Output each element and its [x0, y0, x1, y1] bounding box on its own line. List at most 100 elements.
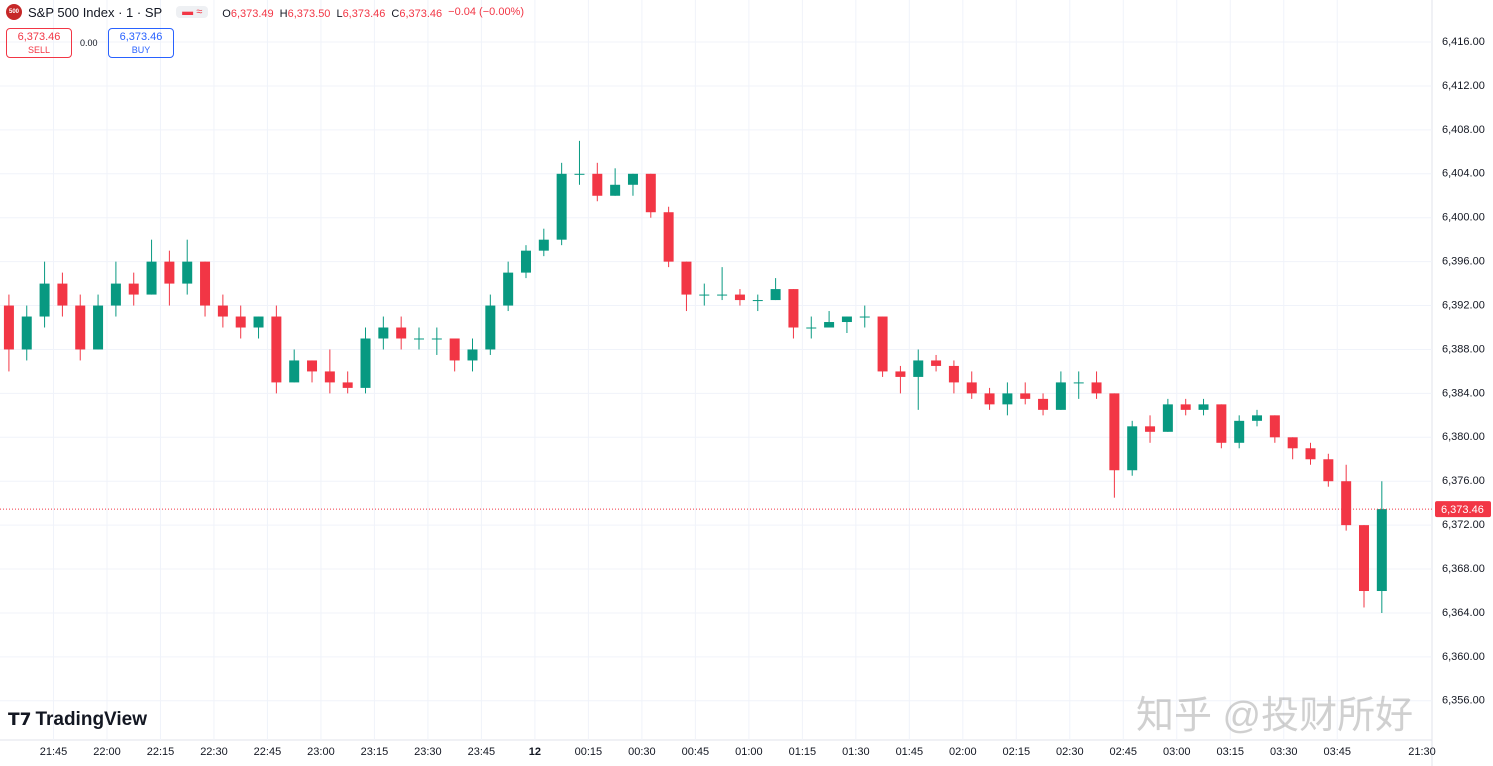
x-tick-label: 02:30 — [1056, 746, 1084, 758]
candle-body — [324, 371, 335, 383]
y-tick-label: 6,392.00 — [1442, 299, 1485, 311]
candle — [1252, 409, 1263, 427]
candle — [984, 387, 995, 410]
candle-body — [289, 360, 300, 383]
candle — [841, 316, 852, 333]
candle-body — [396, 327, 407, 339]
candle-body — [93, 305, 104, 350]
buy-button[interactable]: 6,373.46 BUY — [108, 28, 174, 58]
candle — [1038, 393, 1049, 416]
candle-body — [271, 316, 282, 383]
candle — [610, 168, 621, 196]
candle-body — [1162, 404, 1173, 432]
candle — [645, 173, 656, 218]
candle — [1305, 442, 1316, 465]
candle-body — [3, 305, 14, 350]
buy-label: BUY — [131, 45, 151, 55]
candle — [449, 338, 460, 372]
x-tick-label: 00:45 — [682, 746, 710, 758]
candle — [1145, 415, 1156, 443]
ohlc-value: 6,373.46 — [399, 7, 443, 20]
y-tick-label: 6,412.00 — [1442, 80, 1485, 92]
candle — [717, 267, 728, 301]
candle-body — [182, 261, 193, 284]
candle — [1002, 382, 1013, 416]
candle — [128, 272, 139, 306]
candle-body — [752, 300, 763, 302]
toggle[interactable]: ▬ ≈ — [176, 6, 209, 18]
x-tick-label: 02:00 — [949, 746, 977, 758]
y-tick-label: 6,388.00 — [1442, 343, 1485, 355]
candle — [663, 206, 674, 268]
candle — [324, 349, 335, 394]
candle-body — [1234, 420, 1245, 443]
x-tick-label: 02:15 — [1003, 746, 1031, 758]
candle-body — [948, 365, 959, 383]
ohlc-value: 6,373.46 — [342, 7, 386, 20]
candle — [21, 305, 32, 361]
sell-label: SELL — [27, 45, 51, 55]
x-tick-label: 03:45 — [1323, 746, 1351, 758]
candle — [752, 294, 763, 312]
candle-body — [253, 316, 264, 328]
candle — [1073, 371, 1084, 399]
candle — [1127, 420, 1138, 476]
y-tick-label: 6,356.00 — [1442, 695, 1485, 707]
candle-body — [1038, 398, 1049, 410]
candle-body — [645, 173, 656, 213]
candle-body — [1252, 415, 1263, 421]
candle-body — [1073, 382, 1084, 384]
candle — [966, 371, 977, 399]
candle — [93, 294, 104, 350]
candle — [1216, 404, 1227, 449]
last-price-box — [1435, 501, 1491, 518]
candle — [788, 289, 799, 339]
candle — [824, 311, 835, 328]
x-tick-label: 22:15 — [147, 746, 175, 758]
candle-body — [342, 382, 353, 388]
candle-body — [788, 289, 799, 328]
brand-text: TradingView — [35, 709, 148, 730]
x-tick-label: 23:45 — [468, 746, 496, 758]
candle — [734, 289, 745, 306]
candle — [342, 371, 353, 394]
spread: 0.00 — [80, 38, 98, 48]
candle-body — [1216, 404, 1227, 443]
candle — [1180, 398, 1191, 416]
x-tick-label: 03:00 — [1163, 746, 1191, 758]
candle-body — [1305, 448, 1316, 460]
candle — [3, 294, 14, 372]
ohlc-value: 6,373.50 — [287, 7, 331, 20]
x-tick-label: 21:45 — [40, 746, 68, 758]
candle — [378, 316, 389, 350]
candle — [1020, 382, 1031, 405]
candle-body — [39, 283, 50, 317]
candle-body — [824, 322, 835, 328]
x-tick-label: 01:30 — [842, 746, 870, 758]
x-tick-label: 00:15 — [575, 746, 603, 758]
y-tick-label: 6,380.00 — [1442, 431, 1485, 443]
y-tick-label: 6,376.00 — [1442, 475, 1485, 487]
candle-body — [681, 261, 692, 295]
candle-body — [1002, 393, 1013, 405]
candle — [699, 283, 710, 306]
x-tick-label: 01:00 — [735, 746, 763, 758]
candle-body — [164, 261, 175, 284]
candle — [1109, 393, 1120, 498]
candle-body — [217, 305, 228, 317]
x-tick-label: 23:15 — [361, 746, 389, 758]
candle — [1055, 371, 1066, 410]
candle — [1287, 437, 1298, 460]
candle — [396, 316, 407, 350]
sell-button[interactable]: 6,373.46 SELL — [6, 28, 72, 58]
x-tick-label: 22:45 — [254, 746, 282, 758]
candle-body — [610, 184, 621, 196]
candle — [182, 239, 193, 295]
candle-body — [520, 250, 531, 273]
candle-body — [984, 393, 995, 405]
symbol[interactable]: S&P 500 Index · 1 · SP — [28, 4, 163, 20]
candle-body — [734, 294, 745, 301]
watermark: 知乎 @投财所好 — [1136, 695, 1414, 737]
last-price-label: 6,373.46 — [1441, 504, 1484, 516]
